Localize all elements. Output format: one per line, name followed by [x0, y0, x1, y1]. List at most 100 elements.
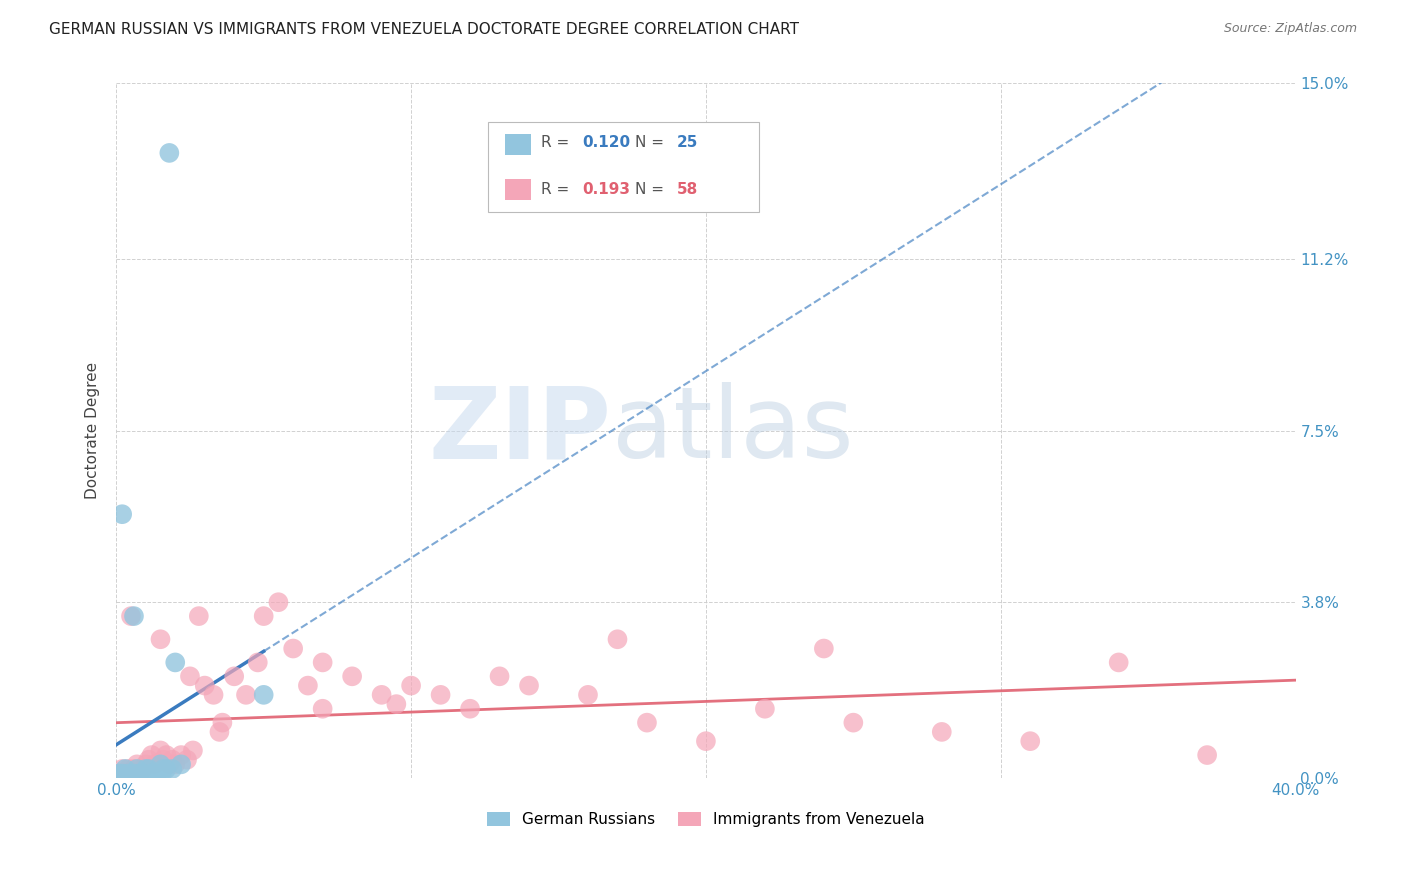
Point: [141, 747, 163, 762]
Point: [155, 762, 177, 776]
Point: [202, 688, 225, 702]
Point: [143, 766, 166, 780]
Point: [842, 715, 865, 730]
Point: [114, 766, 136, 780]
Point: [297, 679, 319, 693]
Point: [128, 766, 150, 780]
Point: [488, 669, 510, 683]
Text: 25: 25: [676, 135, 697, 150]
Text: 58: 58: [676, 182, 697, 196]
Point: [125, 762, 148, 776]
Point: [187, 609, 209, 624]
Point: [152, 753, 174, 767]
Point: [181, 743, 204, 757]
Text: R =: R =: [541, 135, 574, 150]
Point: [311, 702, 333, 716]
Point: [138, 762, 160, 776]
Point: [111, 507, 134, 521]
Point: [149, 743, 172, 757]
Point: [253, 688, 276, 702]
Legend: German Russians, Immigrants from Venezuela: German Russians, Immigrants from Venezue…: [481, 805, 931, 833]
Point: [132, 766, 155, 780]
Point: [111, 766, 134, 780]
Text: Source: ZipAtlas.com: Source: ZipAtlas.com: [1223, 22, 1357, 36]
Point: [170, 757, 193, 772]
Point: [108, 766, 131, 780]
Point: [114, 762, 136, 776]
Point: [122, 766, 145, 780]
Point: [170, 747, 193, 762]
Point: [194, 679, 217, 693]
Point: [1197, 747, 1219, 762]
Point: [606, 632, 628, 647]
Text: ZIP: ZIP: [429, 383, 612, 479]
Point: [176, 753, 198, 767]
Point: [399, 679, 422, 693]
Point: [576, 688, 599, 702]
Point: [1019, 734, 1042, 748]
Text: N =: N =: [636, 135, 669, 150]
Point: [754, 702, 776, 716]
Point: [146, 766, 169, 780]
Point: [208, 725, 231, 739]
Point: [120, 609, 142, 624]
Text: 0.120: 0.120: [582, 135, 630, 150]
FancyBboxPatch shape: [488, 121, 759, 212]
Point: [117, 766, 139, 780]
Point: [122, 762, 145, 776]
Point: [165, 656, 187, 670]
Point: [253, 609, 276, 624]
Point: [128, 766, 150, 780]
Point: [135, 757, 157, 772]
Point: [138, 753, 160, 767]
Point: [429, 688, 451, 702]
Point: [246, 656, 269, 670]
Point: [211, 715, 233, 730]
Point: [157, 145, 180, 160]
Point: [370, 688, 392, 702]
Point: [267, 595, 290, 609]
Point: [636, 715, 658, 730]
Point: [122, 609, 145, 624]
Text: 0.193: 0.193: [582, 182, 630, 196]
Point: [125, 757, 148, 772]
Point: [283, 641, 305, 656]
Point: [458, 702, 481, 716]
Bar: [505, 179, 531, 200]
Point: [111, 762, 134, 776]
Text: N =: N =: [636, 182, 669, 196]
Point: [813, 641, 835, 656]
Y-axis label: Doctorate Degree: Doctorate Degree: [86, 362, 100, 500]
Point: [165, 757, 187, 772]
Point: [235, 688, 257, 702]
Point: [117, 762, 139, 776]
Point: [517, 679, 540, 693]
Point: [340, 669, 363, 683]
Point: [108, 766, 131, 780]
Bar: [505, 134, 531, 155]
Point: [385, 697, 408, 711]
Point: [1108, 656, 1130, 670]
Point: [155, 747, 177, 762]
Point: [114, 771, 136, 785]
Point: [120, 766, 142, 780]
Point: [162, 753, 184, 767]
Point: [132, 762, 155, 776]
Point: [162, 762, 184, 776]
Text: GERMAN RUSSIAN VS IMMIGRANTS FROM VENEZUELA DOCTORATE DEGREE CORRELATION CHART: GERMAN RUSSIAN VS IMMIGRANTS FROM VENEZU…: [49, 22, 799, 37]
Point: [311, 656, 333, 670]
Point: [179, 669, 201, 683]
Point: [120, 771, 142, 785]
Point: [149, 632, 172, 647]
Point: [931, 725, 953, 739]
Point: [143, 757, 166, 772]
Point: [149, 757, 172, 772]
Point: [135, 762, 157, 776]
Point: [157, 757, 180, 772]
Point: [152, 762, 174, 776]
Point: [224, 669, 246, 683]
Text: atlas: atlas: [612, 383, 853, 479]
Point: [141, 766, 163, 780]
Text: R =: R =: [541, 182, 574, 196]
Point: [695, 734, 717, 748]
